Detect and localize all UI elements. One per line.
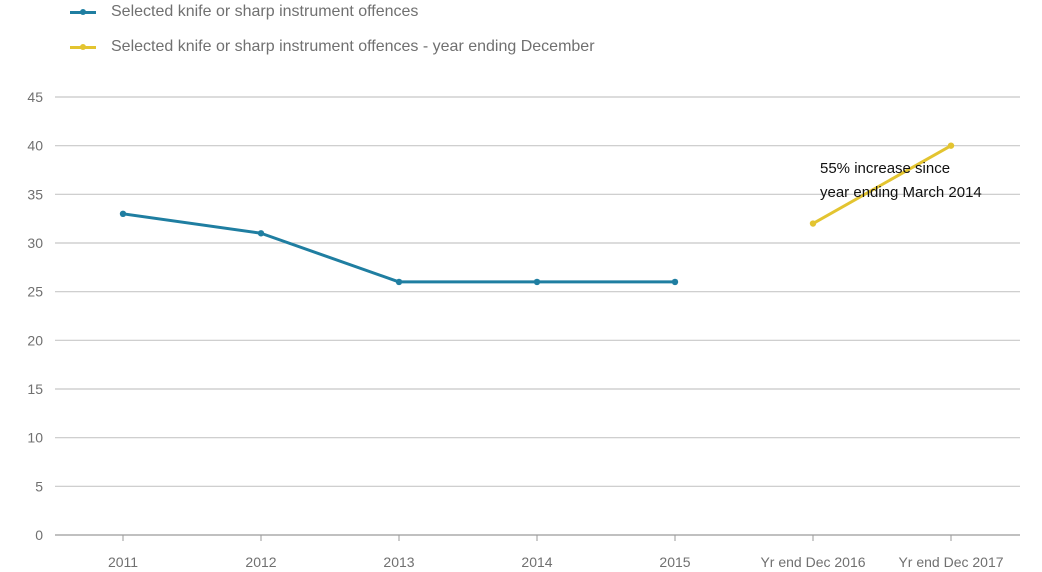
y-tick-label-5: 5 xyxy=(35,478,43,494)
y-tick-label-45: 45 xyxy=(27,89,43,105)
legend-item-series-1[interactable]: Selected knife or sharp instrument offen… xyxy=(70,0,418,24)
data-point-s1-2014[interactable] xyxy=(533,278,541,286)
x-tick-label-4: 2015 xyxy=(659,554,690,570)
y-tick-label-0: 0 xyxy=(35,527,43,543)
legend-label-series-1: Selected knife or sharp instrument offen… xyxy=(111,3,419,20)
data-point-s2-yr-end-dec-2016[interactable] xyxy=(809,220,817,227)
legend-swatch-series-2 xyxy=(70,35,96,59)
legend-swatch-series-1 xyxy=(70,0,96,24)
y-tick-label-35: 35 xyxy=(27,186,43,202)
series-lines xyxy=(119,142,955,286)
legend-swatch-dot-2 xyxy=(80,44,86,50)
y-tick-label-25: 25 xyxy=(27,284,43,300)
x-tick-label-2: 2013 xyxy=(383,554,414,570)
x-tick-label-5: Yr end Dec 2016 xyxy=(760,554,865,570)
x-tick-label-1: 2012 xyxy=(245,554,276,570)
y-tick-label-40: 40 xyxy=(27,138,43,154)
y-tick-label-15: 15 xyxy=(27,381,43,397)
x-tick-label-6: Yr end Dec 2017 xyxy=(898,554,1003,570)
y-tick-label-20: 20 xyxy=(27,332,43,348)
y-tick-label-30: 30 xyxy=(27,235,43,251)
y-tick-label-10: 10 xyxy=(27,430,43,446)
data-point-s1-2011[interactable] xyxy=(119,210,127,217)
data-point-s2-yr-end-dec-2017[interactable] xyxy=(947,142,955,149)
legend-label-series-2: Selected knife or sharp instrument offen… xyxy=(111,38,595,55)
data-point-s1-2013[interactable] xyxy=(395,278,403,286)
legend-swatch-dot-1 xyxy=(80,9,86,15)
series-line-1[interactable] xyxy=(121,212,677,284)
series-line-2[interactable] xyxy=(811,144,953,226)
data-point-s1-2012[interactable] xyxy=(257,230,265,237)
legend-item-series-2[interactable]: Selected knife or sharp instrument offen… xyxy=(70,35,595,59)
data-point-s1-2015[interactable] xyxy=(671,278,679,286)
x-tick-label-3: 2014 xyxy=(521,554,552,570)
annotation-1-line-2: year ending March 2014 xyxy=(820,184,982,201)
annotation-1-line-1: 55% increase since xyxy=(820,160,950,177)
annotations: 55% increase since year ending March 2014 xyxy=(820,160,982,201)
axis-labels: 0 5 10 15 20 25 30 35 40 45 2011 2012 2013 2014 2015 Yr… xyxy=(27,89,1003,570)
x-tick-label-0: 2011 xyxy=(108,554,138,570)
